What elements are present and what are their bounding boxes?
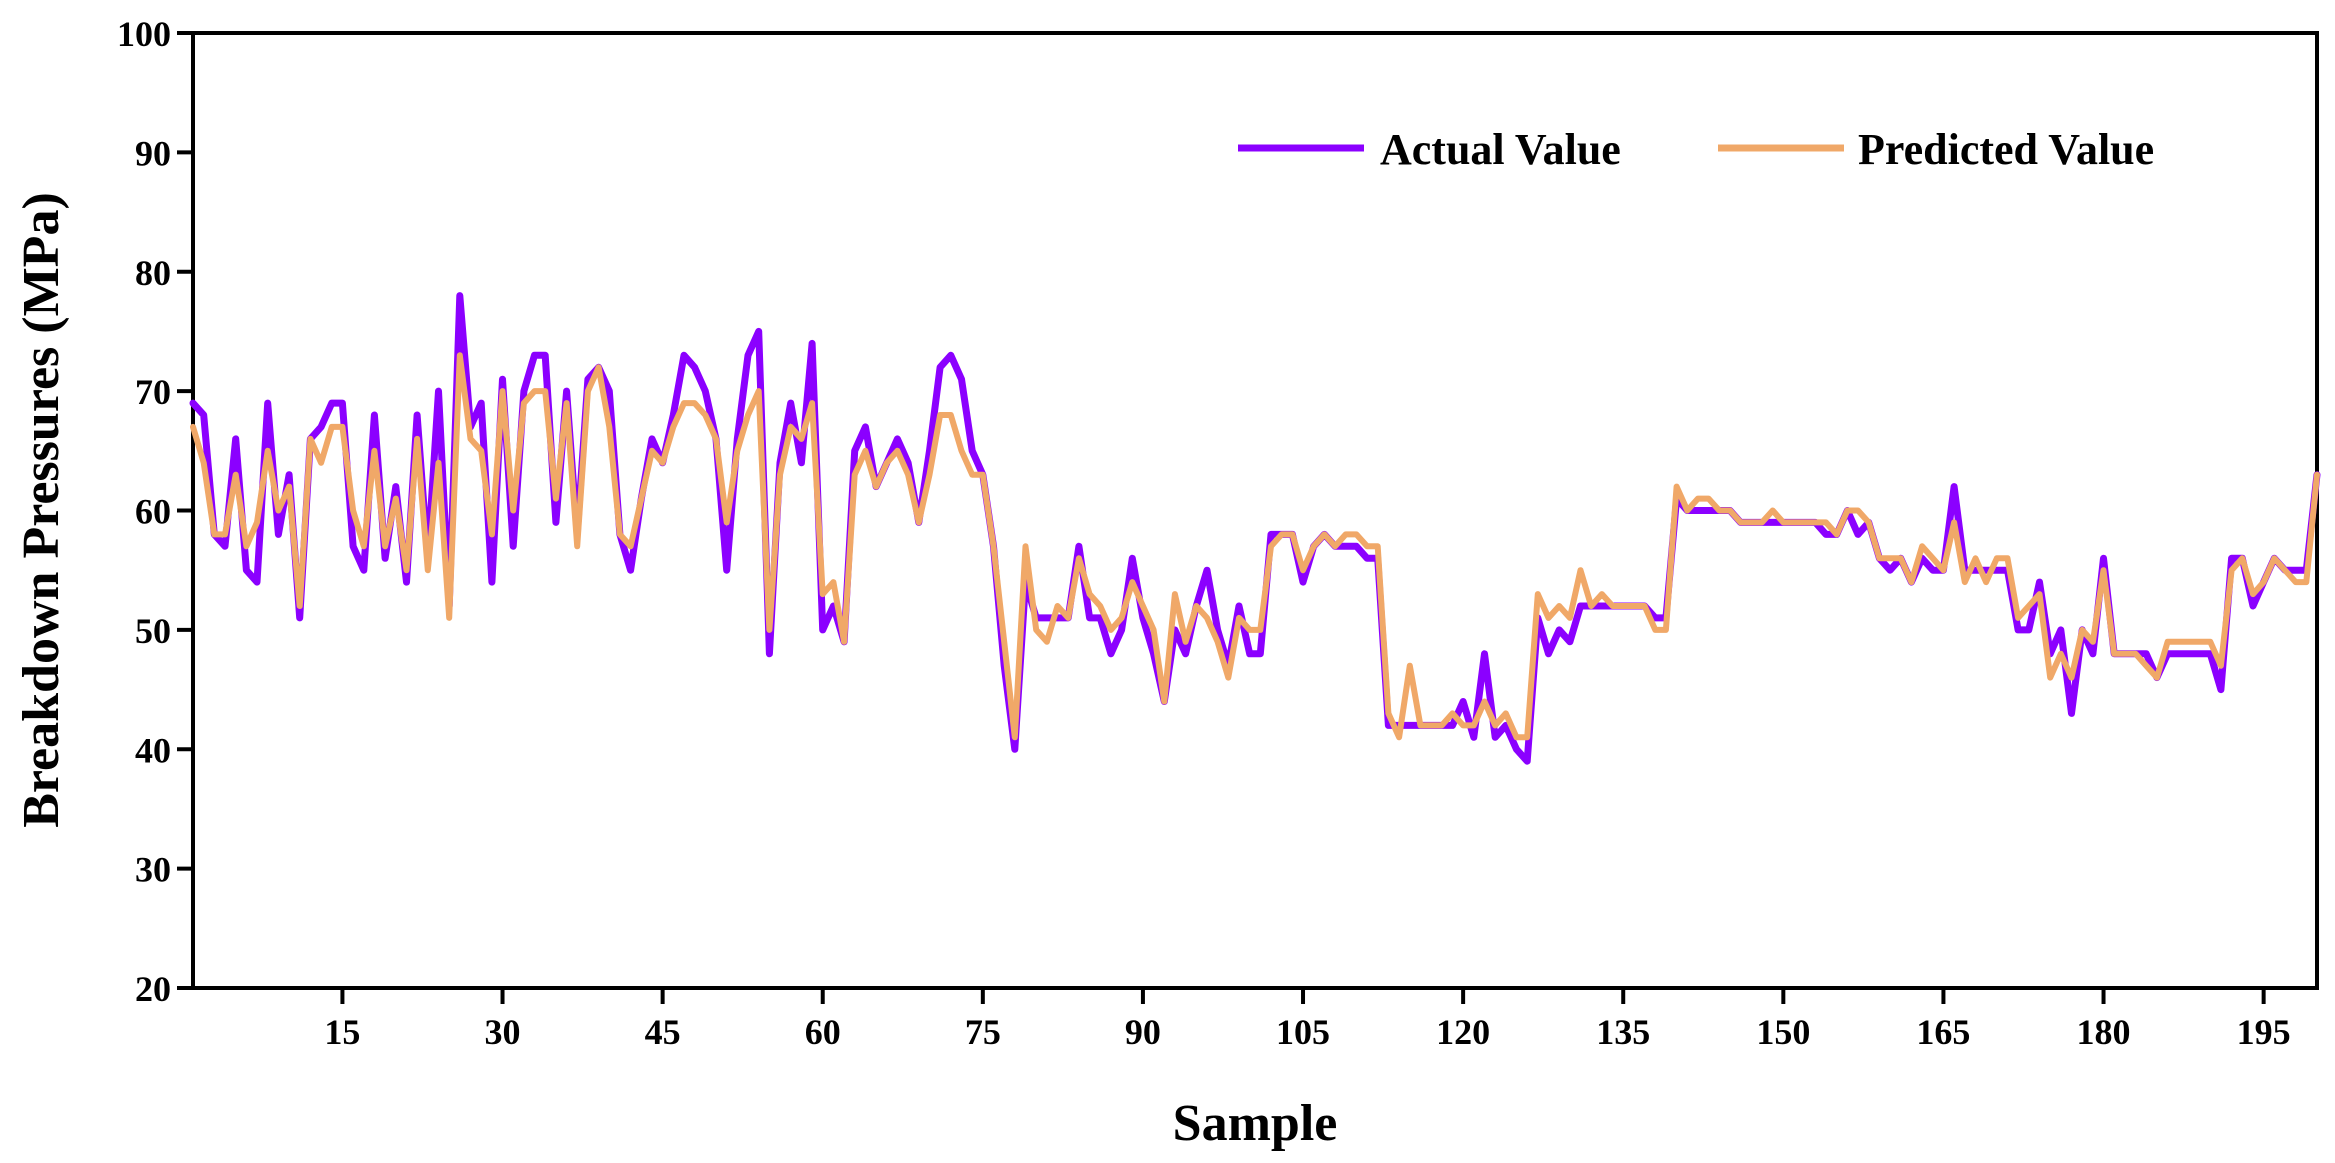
- x-tick-label: 75: [965, 1012, 1001, 1052]
- x-axis: 15 30 45 60 75 90 105 120 135 150 165 180 195: [324, 988, 2291, 1052]
- legend-label-actual: Actual Value: [1380, 125, 1621, 174]
- x-tick-label: 135: [1596, 1012, 1650, 1052]
- x-tick-label: 180: [2077, 1012, 2131, 1052]
- y-tick-label: 90: [135, 133, 171, 173]
- y-tick-label: 50: [135, 611, 171, 651]
- legend-label-predicted: Predicted Value: [1858, 125, 2154, 174]
- legend: Actual Value Predicted Value: [1238, 125, 2154, 174]
- y-tick-label: 30: [135, 850, 171, 890]
- x-axis-title: Sample: [1173, 1095, 1338, 1152]
- series-line-predicted: [190, 352, 2320, 741]
- x-tick-label: 15: [324, 1012, 360, 1052]
- y-tick-label: 20: [135, 969, 171, 1009]
- x-tick-label: 60: [805, 1012, 841, 1052]
- y-tick-label: 40: [135, 730, 171, 770]
- x-tick-label: 150: [1756, 1012, 1810, 1052]
- x-tick-label: 105: [1276, 1012, 1330, 1052]
- y-tick-label: 100: [117, 14, 171, 54]
- x-tick-label: 195: [2237, 1012, 2291, 1052]
- x-tick-label: 30: [485, 1012, 521, 1052]
- x-tick-label: 165: [1916, 1012, 1970, 1052]
- y-tick-label: 80: [135, 253, 171, 293]
- series-line-actual: [189, 292, 2321, 765]
- x-tick-label: 45: [645, 1012, 681, 1052]
- x-tick-label: 90: [1125, 1012, 1161, 1052]
- y-axis-title: Breakdown Pressures (MPa): [13, 192, 70, 828]
- y-tick-label: 70: [135, 372, 171, 412]
- y-tick-label: 60: [135, 492, 171, 532]
- y-axis: 20 30 40 50 60 70 80 90 100: [117, 14, 193, 1009]
- series-lines: [189, 292, 2321, 765]
- x-tick-label: 120: [1436, 1012, 1490, 1052]
